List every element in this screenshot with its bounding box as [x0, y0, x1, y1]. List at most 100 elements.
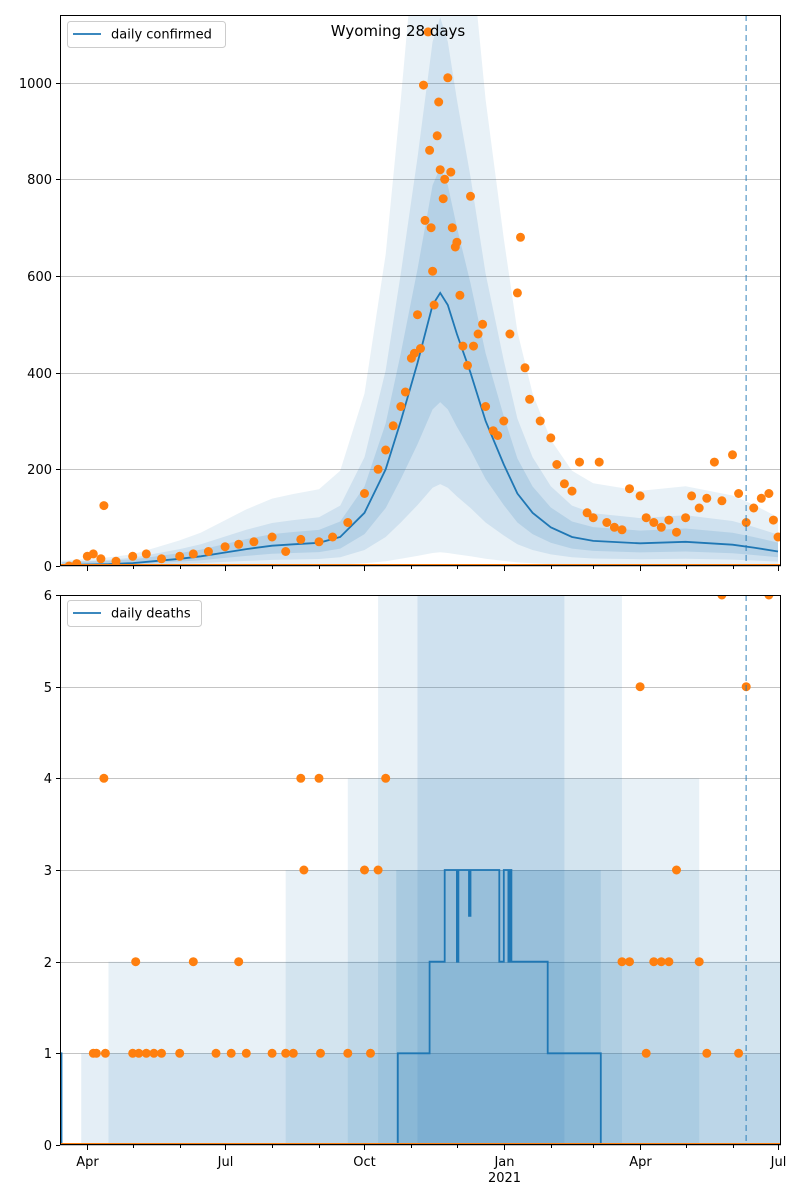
data-point	[429, 300, 439, 310]
data-point	[296, 773, 306, 783]
x-tick-label: Apr	[76, 1155, 99, 1170]
data-point	[72, 559, 82, 566]
data-point	[241, 1048, 251, 1058]
data-point	[373, 865, 383, 875]
data-point	[635, 682, 645, 692]
data-point	[664, 515, 674, 525]
data-point	[717, 595, 727, 600]
data-point	[96, 554, 106, 564]
uncertainty-band-7	[417, 595, 565, 1145]
data-point	[582, 508, 592, 518]
data-point	[419, 80, 428, 90]
data-point	[99, 773, 109, 783]
data-point	[546, 433, 556, 443]
data-point	[635, 491, 645, 501]
data-point	[299, 865, 309, 875]
data-point	[463, 360, 472, 370]
x-tick-label: Jul	[217, 1155, 234, 1170]
data-point	[625, 957, 634, 967]
data-point	[609, 522, 619, 532]
chart-title: Wyoming 28 days	[331, 22, 466, 40]
data-point	[175, 1048, 185, 1058]
y-tick-label: 1000	[19, 77, 52, 92]
data-point	[64, 561, 74, 566]
data-point	[664, 957, 674, 967]
data-point	[267, 1048, 277, 1058]
data-point	[343, 1048, 353, 1058]
data-point	[425, 145, 435, 155]
data-point	[88, 549, 98, 559]
data-point	[602, 518, 612, 527]
series-line	[60, 869, 778, 1145]
y-tick-label: 600	[27, 270, 52, 285]
data-point	[438, 194, 448, 204]
data-point	[694, 503, 704, 513]
data-point	[134, 1048, 144, 1058]
data-point	[717, 496, 727, 506]
data-point	[617, 957, 627, 967]
data-point	[416, 344, 425, 353]
top-panel: 0 200 400 600 800 1000 Wyoming 28 days daily …	[19, 15, 781, 575]
x-tick-label: Jan	[493, 1155, 514, 1170]
y-tick-label: 5	[44, 681, 52, 696]
bottom-axes-frame	[60, 595, 781, 1145]
data-point	[764, 595, 774, 600]
data-point	[473, 329, 483, 339]
data-point	[656, 522, 666, 532]
data-point	[709, 457, 719, 467]
data-point	[314, 773, 324, 783]
uncertainty-band-1	[81, 1053, 781, 1145]
data-point	[625, 484, 634, 494]
data-point	[343, 518, 353, 527]
bottom-axes: 0 1 2 3 4 5 6 Apr Jul Oct Jan Apr Jul 2021	[44, 589, 787, 1186]
data-point	[575, 457, 584, 467]
data-point	[702, 493, 712, 503]
data-point	[520, 363, 530, 373]
data-point	[149, 1048, 159, 1058]
data-point	[641, 1048, 651, 1058]
data-point	[396, 402, 406, 411]
data-point	[764, 489, 774, 498]
data-point	[434, 97, 444, 107]
data-point	[535, 416, 545, 426]
data-point	[267, 532, 277, 542]
data-point	[316, 1048, 325, 1058]
y-tick-label: 400	[27, 367, 52, 382]
data-point	[413, 310, 422, 320]
data-point	[672, 865, 681, 875]
data-point	[773, 532, 781, 542]
data-point	[478, 319, 488, 329]
data-point	[516, 232, 525, 242]
data-point	[588, 513, 598, 523]
top-axes: 0 200 400 600 800 1000	[19, 77, 779, 575]
data-point	[131, 957, 141, 967]
data-point	[552, 460, 562, 469]
data-point	[617, 525, 627, 535]
series-line	[61, 291, 779, 566]
uncertainty-band-1	[61, 15, 778, 566]
data-point	[734, 1048, 744, 1058]
data-point	[360, 865, 369, 875]
data-point	[435, 165, 445, 175]
data-point	[288, 1048, 298, 1058]
bottom-legend-label: daily deaths	[111, 607, 191, 622]
top-legend: daily confirmed	[67, 21, 226, 48]
data-point	[234, 957, 244, 967]
data-point	[567, 486, 577, 496]
bottom-uncertainty-bands	[81, 595, 781, 1145]
x-year-label: 2021	[488, 1171, 521, 1186]
data-point	[734, 489, 744, 498]
data-point	[728, 450, 737, 460]
bottom-plot-area	[60, 595, 781, 1145]
data-point	[111, 556, 121, 566]
data-point	[211, 1048, 221, 1058]
data-point	[512, 288, 522, 298]
data-point	[400, 387, 410, 397]
uncertainty-band-3	[61, 167, 778, 566]
data-point	[452, 237, 462, 247]
data-point	[455, 290, 465, 300]
data-point	[440, 174, 450, 184]
data-point	[443, 73, 453, 83]
data-point	[649, 518, 659, 527]
data-point	[481, 402, 491, 411]
